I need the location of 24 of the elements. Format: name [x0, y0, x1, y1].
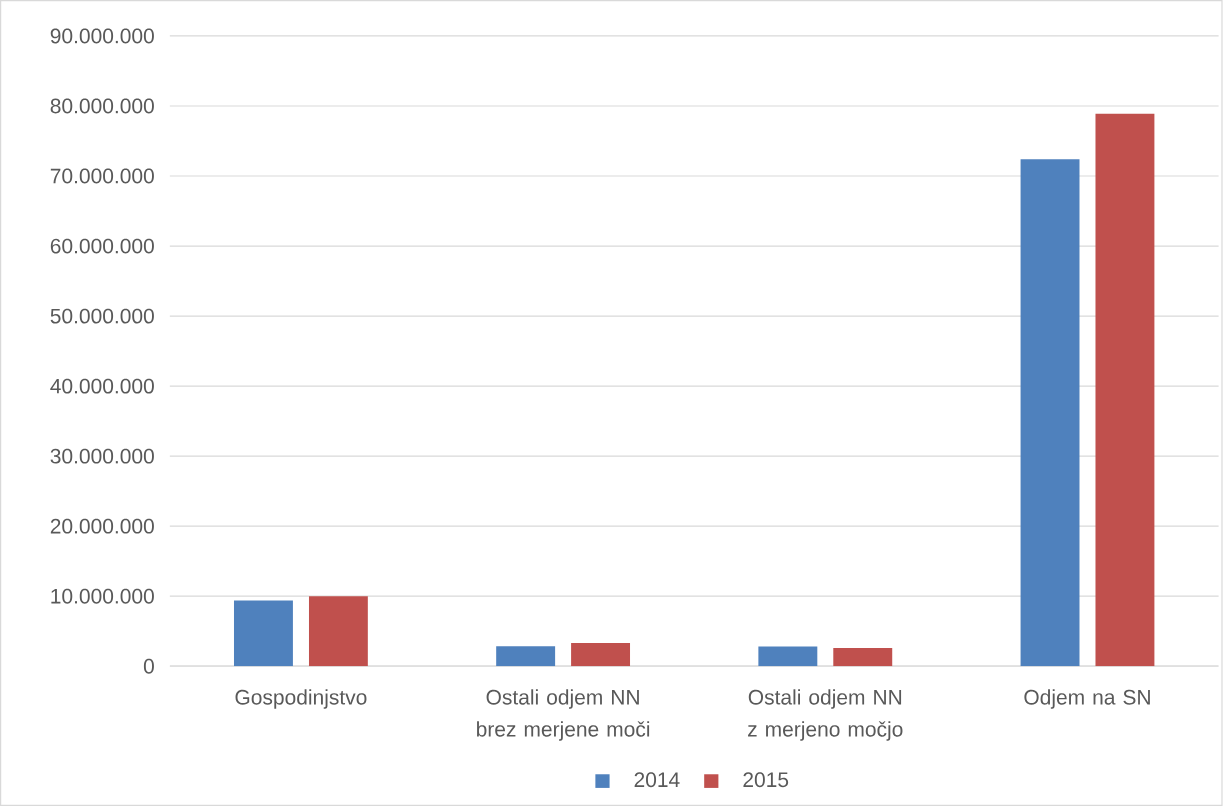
bar: [758, 646, 818, 667]
x-tick-label: Odjem na SN: [1024, 689, 1150, 709]
bar: [833, 648, 893, 667]
y-tick-label: 90.000.000: [50, 28, 154, 44]
x-tick-label: Ostali odjem NN z merjeno močjo: [748, 689, 903, 741]
y-tick-label: 0: [143, 658, 154, 674]
legend-label: 2015: [743, 772, 789, 788]
bar: [496, 646, 556, 667]
x-tick-label: Ostali odjem NN brez merjene moči: [477, 689, 650, 741]
y-tick-label: 40.000.000: [50, 378, 154, 394]
y-tick-label: 50.000.000: [50, 308, 154, 324]
y-tick-label: 30.000.000: [50, 448, 154, 464]
y-tick-label: 70.000.000: [50, 168, 154, 184]
legend-label: 2014: [634, 772, 680, 788]
y-tick-label: 20.000.000: [50, 518, 154, 534]
bar: [308, 596, 368, 667]
bar: [1095, 113, 1155, 667]
bar: [571, 643, 631, 667]
y-tick-label: 80.000.000: [50, 98, 154, 114]
bar: [233, 600, 293, 667]
bar: [1020, 159, 1080, 667]
y-tick-label: 60.000.000: [50, 238, 154, 254]
x-tick-label: Gospodinjstvo: [235, 689, 367, 709]
y-tick-label: 10.000.000: [51, 588, 154, 604]
